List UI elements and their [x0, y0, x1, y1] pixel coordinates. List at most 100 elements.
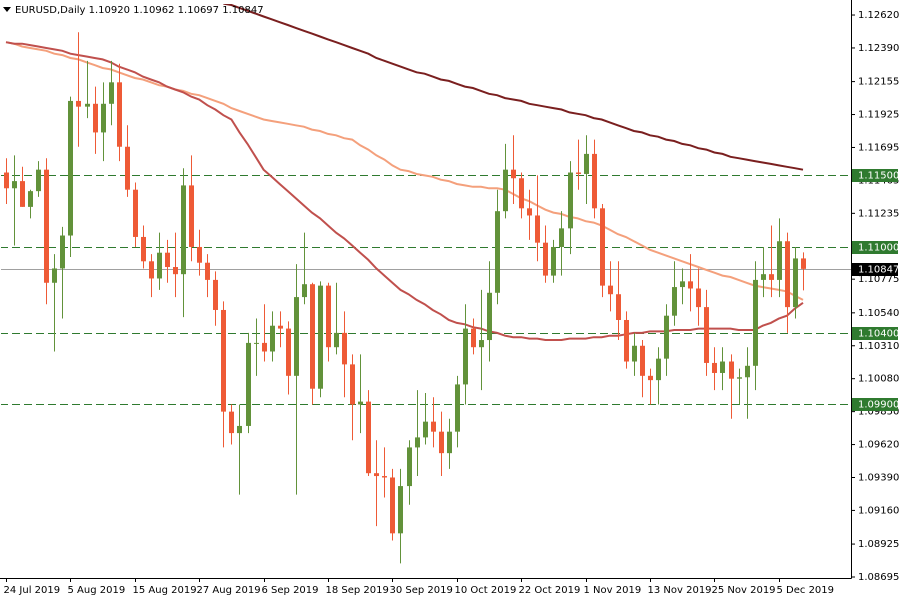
y-tick-label: 1.08925 — [858, 539, 899, 550]
level-label-box — [852, 241, 898, 254]
y-tick-label: 1.09850 — [858, 407, 899, 418]
candle-body — [390, 477, 395, 534]
level-label: 1.11500 — [858, 171, 899, 182]
last-price-label: 1.10847 — [858, 265, 899, 276]
candle-body — [221, 309, 226, 412]
candle-body — [262, 342, 267, 352]
candle-body — [680, 281, 685, 288]
moving-average — [5, 41, 804, 301]
candle-body — [624, 319, 629, 362]
candle-body — [535, 215, 540, 243]
candle-body — [407, 447, 412, 487]
chart-title: EURUSD,Daily 1.10920 1.10962 1.10697 1.1… — [15, 5, 264, 16]
y-tick-label: 1.09390 — [858, 472, 899, 483]
candle-body — [745, 365, 750, 378]
candle-body — [688, 281, 693, 289]
candle-body — [753, 279, 758, 366]
x-tick-label: 30 Sep 2019 — [390, 585, 453, 596]
moving-average — [5, 41, 804, 341]
candle-body — [286, 328, 291, 376]
candle-body — [801, 258, 806, 269]
y-tick-label: 1.11925 — [858, 110, 899, 121]
candle-body — [109, 82, 114, 104]
y-tick-label: 1.12620 — [858, 10, 899, 21]
candle-body — [479, 340, 484, 348]
candle-body — [600, 208, 605, 286]
candle-body — [793, 258, 798, 308]
candle-body — [704, 307, 709, 363]
candle-body — [664, 315, 669, 359]
candle-body — [439, 431, 444, 454]
candle-body — [133, 189, 138, 237]
candle-body — [519, 178, 524, 209]
symbol-menu-icon[interactable] — [3, 7, 11, 12]
level-label-box — [852, 327, 898, 340]
candle-body — [189, 185, 194, 247]
level-label-box — [852, 169, 898, 182]
candle-body — [415, 437, 420, 448]
x-tick-label: 13 Nov 2019 — [648, 585, 712, 596]
candle-body — [471, 328, 476, 348]
x-tick-label: 15 Aug 2019 — [133, 585, 197, 596]
x-tick-label: 6 Sep 2019 — [262, 585, 319, 596]
candle-body — [720, 361, 725, 373]
candle-body — [28, 191, 33, 207]
candle-body — [76, 100, 81, 107]
candle-body — [761, 274, 766, 280]
candle-body — [455, 384, 460, 432]
candle-body — [648, 375, 653, 381]
candle-body — [656, 358, 661, 381]
candle-body — [246, 342, 251, 426]
candle-body — [729, 361, 734, 379]
candle-body — [527, 208, 532, 216]
candle-body — [358, 401, 363, 405]
candle-body — [447, 431, 452, 454]
x-tick-label: 22 Oct 2019 — [519, 585, 581, 596]
level-label: 1.11000 — [858, 243, 899, 254]
y-tick-label: 1.10310 — [858, 341, 899, 352]
x-tick-label: 5 Aug 2019 — [68, 585, 126, 596]
level-label: 1.09900 — [858, 400, 899, 411]
candle-body — [551, 246, 556, 276]
y-tick-label: 1.10775 — [858, 274, 899, 285]
candle-body — [294, 297, 299, 376]
candle-body — [431, 421, 436, 432]
candle-body — [85, 103, 90, 107]
candle-body — [165, 252, 170, 268]
candle-body — [511, 169, 516, 179]
y-tick-label: 1.09160 — [858, 505, 899, 516]
candle-body — [229, 411, 234, 434]
x-tick-label: 18 Sep 2019 — [326, 585, 389, 596]
x-tick-label: 10 Oct 2019 — [455, 585, 517, 596]
candle-body — [592, 153, 597, 209]
candle-body — [576, 172, 581, 174]
candle-body — [60, 235, 65, 269]
candle-body — [334, 332, 339, 348]
candle-body — [173, 267, 178, 275]
candle-body — [326, 285, 331, 348]
x-tick-label: 5 Dec 2019 — [777, 585, 835, 596]
candle-body — [712, 362, 717, 373]
candle-body — [318, 285, 323, 389]
candle-body — [68, 100, 73, 236]
candle-body — [737, 377, 742, 379]
x-tick-label: 25 Nov 2019 — [712, 585, 776, 596]
candle-body — [398, 486, 403, 534]
candle-body — [559, 228, 564, 247]
candle-body — [117, 82, 122, 147]
price-axis: 1.126201.123901.121551.119251.116951.114… — [851, 10, 899, 583]
candle-body — [769, 274, 774, 280]
candle-body — [149, 261, 154, 279]
candle-body — [4, 172, 9, 189]
candle-body — [197, 246, 202, 263]
candle-body — [487, 292, 492, 341]
candle-body — [254, 342, 259, 344]
level-label-box — [852, 398, 898, 411]
candle-body — [463, 328, 468, 385]
candle-body — [696, 288, 701, 308]
moving-average — [223, 4, 804, 171]
candle-body — [632, 345, 637, 362]
